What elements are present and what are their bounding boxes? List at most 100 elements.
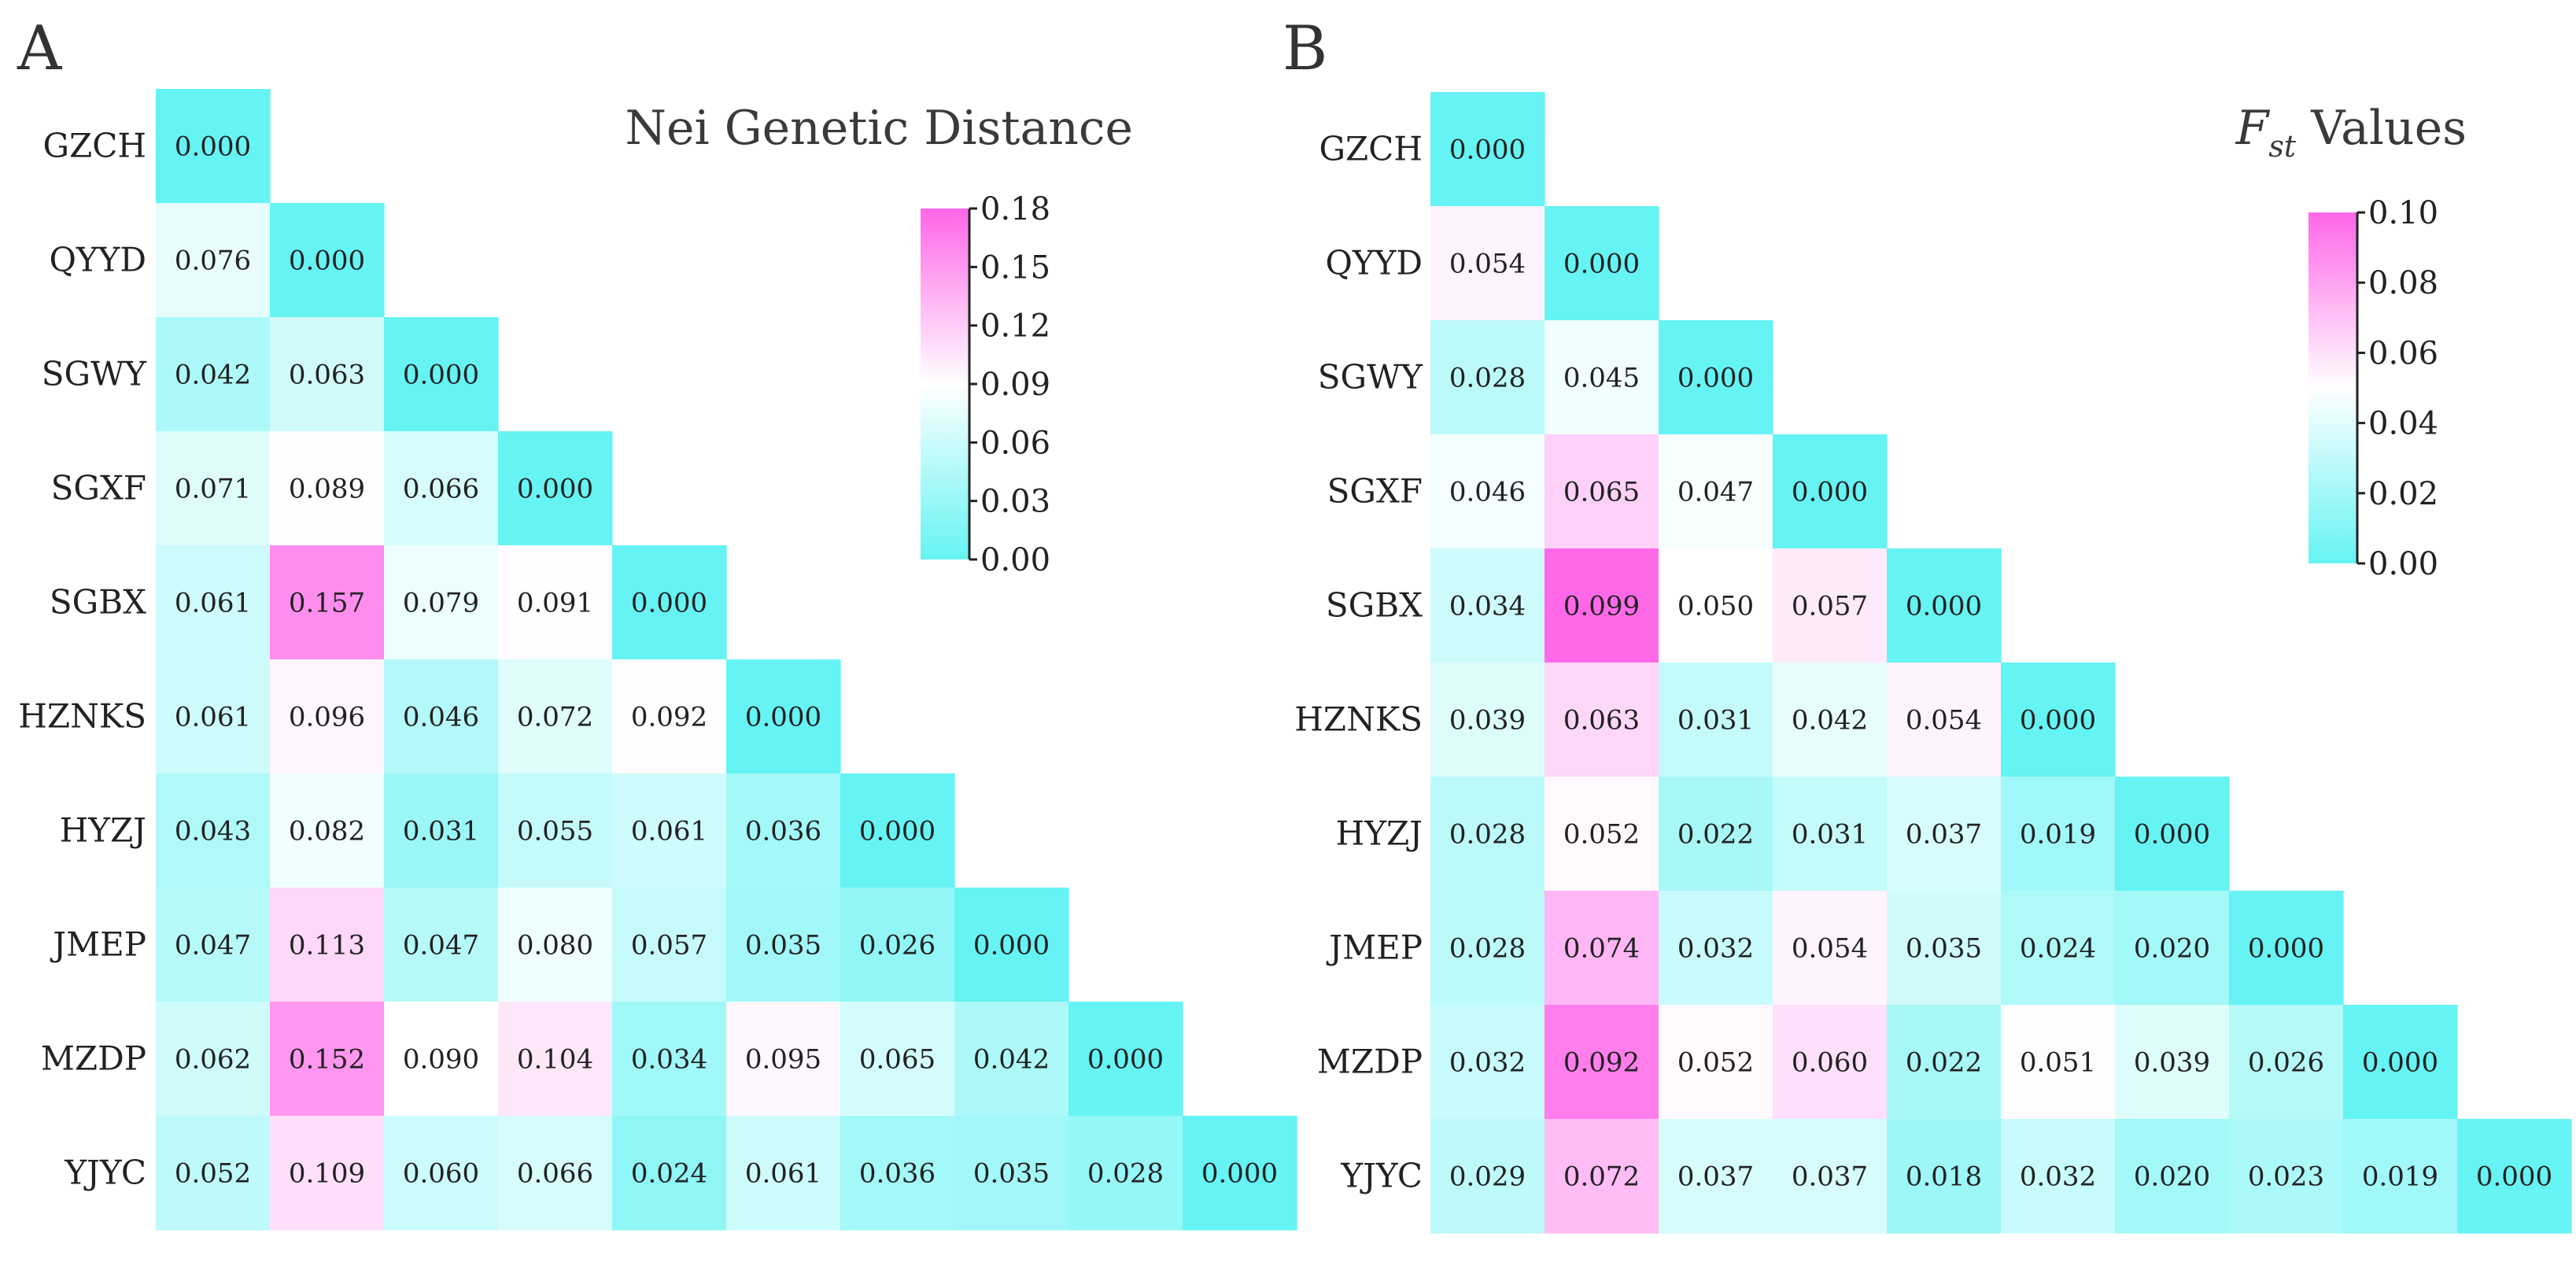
heatmap-cell (270, 1116, 385, 1231)
colorbar-tick-label: 0.15 (980, 249, 1050, 286)
cell-value-label: 0.035 (973, 1158, 1050, 1190)
heatmap-cell (498, 1002, 613, 1117)
heatmap-cell (612, 545, 727, 660)
heatmap-cell (270, 317, 385, 432)
heatmap-cell (726, 888, 841, 1002)
cell-value-label: 0.047 (175, 930, 251, 962)
heatmap-cell (156, 1002, 271, 1117)
row-labels-a: GZCH QYYD SGWY SGXF SGBX HZNKS HYZJ JMEP MZDP YJY… (18, 127, 147, 1192)
heatmap-cell (1659, 891, 1773, 1006)
cell-value-label: 0.035 (1906, 933, 1982, 965)
heatmap-cell (954, 1116, 1069, 1231)
heatmap-cells-a: 0.000 0.076 0.000 0.042 0.063 0.000 0.071 0.089… (156, 89, 1297, 1231)
cell-value-label: 0.047 (403, 930, 479, 962)
cell-value-label: 0.054 (1792, 933, 1868, 965)
heatmap-cells-b: 0.000 0.054 0.000 0.028 0.045 0.000 0.046 0.065… (1430, 92, 2572, 1234)
row-label-hyzj: HYZJ (60, 811, 146, 850)
heatmap-cell (1659, 434, 1773, 549)
heatmap-cell (1430, 92, 1545, 207)
heatmap-cell (1659, 320, 1773, 435)
cell-value-label: 0.020 (2134, 933, 2210, 965)
heatmap-cell (384, 545, 499, 660)
colorbar-tick-label: 0.10 (2368, 195, 2438, 231)
cell-value-label: 0.051 (2020, 1047, 2096, 1079)
cell-value-label: 0.052 (1563, 819, 1640, 851)
cell-value-label: 0.034 (631, 1044, 707, 1076)
heatmap-cell (612, 1002, 727, 1117)
cell-value-label: 0.060 (1792, 1047, 1868, 1079)
cell-value-label: 0.063 (1563, 705, 1640, 737)
row-label-sgxf: SGXF (51, 469, 146, 508)
row-label-yjyc: YJYC (64, 1154, 146, 1192)
heatmap-cell (270, 773, 385, 888)
heatmap-cell (2001, 1005, 2116, 1120)
cell-value-label: 0.036 (745, 816, 821, 847)
cell-value-label: 0.039 (2134, 1047, 2210, 1079)
cell-value-label: 0.037 (1677, 1161, 1754, 1193)
heatmap-cell (726, 773, 841, 888)
cell-value-label: 0.052 (175, 1158, 251, 1190)
cell-value-label: 0.096 (289, 702, 365, 733)
cell-value-label: 0.029 (1449, 1161, 1526, 1193)
cell-value-label: 0.000 (1906, 591, 1982, 622)
heatmap-cell (1887, 663, 2002, 777)
cell-value-label: 0.043 (175, 816, 251, 847)
heatmap-cell (1544, 320, 1659, 435)
cell-value-label: 0.061 (745, 1158, 821, 1190)
heatmap-cell (1430, 891, 1545, 1006)
heatmap-cell (1659, 1119, 1773, 1234)
chart-title-a: Nei Genetic Distance (625, 101, 1133, 156)
colorbar-gradient (2308, 212, 2357, 563)
heatmap-cell (2229, 891, 2344, 1006)
heatmap-cell (1773, 1005, 1888, 1120)
cell-value-label: 0.031 (403, 816, 479, 847)
heatmap-cell (840, 1116, 955, 1231)
heatmap-cell (1430, 206, 1545, 321)
heatmap-cell (612, 773, 727, 888)
cell-value-label: 0.028 (1449, 819, 1526, 851)
heatmap-cell (384, 888, 499, 1002)
heatmap-cell (1773, 434, 1888, 549)
cell-value-label: 0.000 (1201, 1158, 1278, 1190)
row-label-sgbx: SGBX (1326, 586, 1423, 625)
cell-value-label: 0.054 (1906, 705, 1982, 737)
heatmap-cell (1659, 1005, 1773, 1120)
cell-value-label: 0.000 (745, 702, 821, 733)
heatmap-cell (840, 773, 955, 888)
heatmap-cell (1773, 663, 1888, 777)
heatmap-cell (270, 1002, 385, 1117)
cell-value-label: 0.024 (631, 1158, 707, 1190)
heatmap-cell (954, 888, 1069, 1002)
heatmap-cell (270, 659, 385, 774)
heatmap-cell (270, 431, 385, 546)
cell-value-label: 0.035 (745, 930, 821, 962)
cell-value-label: 0.089 (289, 474, 365, 505)
title-subscript-b: st (2268, 129, 2297, 164)
cell-value-label: 0.032 (1449, 1047, 1526, 1079)
row-label-hyzj: HYZJ (1336, 814, 1423, 853)
heatmap-cell (612, 1116, 727, 1231)
row-label-qyyd: QYYD (49, 241, 146, 279)
chart-title-b: Fst Values (2235, 101, 2467, 164)
cell-value-label: 0.062 (175, 1044, 251, 1076)
cell-value-label: 0.082 (289, 816, 365, 847)
heatmap-cell (840, 888, 955, 1002)
cell-value-label: 0.026 (2248, 1047, 2324, 1079)
heatmap-cell (156, 773, 271, 888)
cell-value-label: 0.039 (1449, 705, 1526, 737)
cell-value-label: 0.000 (1677, 363, 1754, 394)
cell-value-label: 0.000 (631, 588, 707, 619)
colorbar-gradient (921, 209, 969, 559)
row-label-qyyd: QYYD (1325, 244, 1423, 282)
colorbar-tick-label: 0.06 (980, 425, 1050, 461)
heatmap-cell (156, 545, 271, 660)
heatmap-cell (270, 545, 385, 660)
heatmap-cell (612, 888, 727, 1002)
cell-value-label: 0.032 (2020, 1161, 2096, 1193)
cell-value-label: 0.104 (517, 1044, 593, 1076)
cell-value-label: 0.055 (517, 816, 593, 847)
cell-value-label: 0.019 (2362, 1161, 2438, 1193)
heatmap-cell (2001, 1119, 2116, 1234)
heatmap-cell (1544, 434, 1659, 549)
